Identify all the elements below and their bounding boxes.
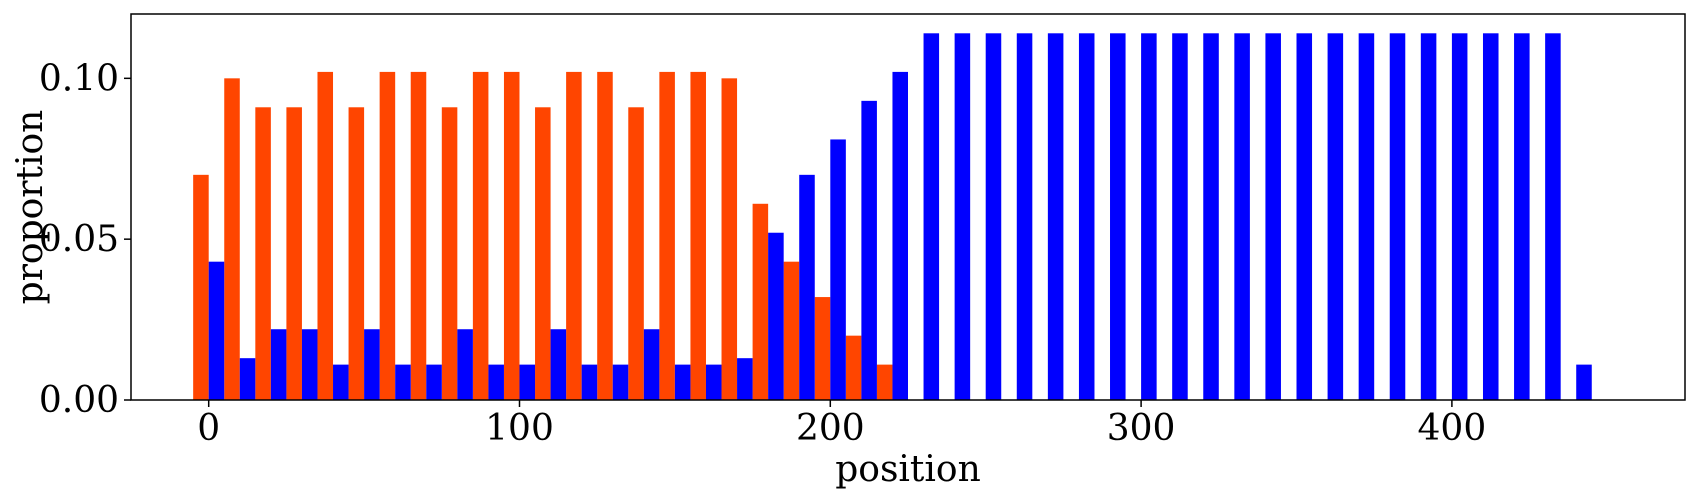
y-axis-label: proportion: [10, 110, 51, 305]
bar-series2-340: [1265, 33, 1281, 401]
bar-series2-280: [1078, 33, 1095, 401]
bar-series1-0: [193, 174, 209, 400]
bar-series2-240: [954, 33, 971, 401]
bar-series1-190: [783, 261, 800, 400]
bar-series2-350: [1296, 33, 1313, 401]
bar-series2-380: [1389, 33, 1406, 401]
bar-series2-250: [985, 33, 1002, 401]
bar-series2-270: [1047, 33, 1064, 401]
bar-series2-360: [1327, 33, 1344, 401]
bar-series1-110: [535, 107, 551, 401]
bar-series2-30: [301, 329, 318, 400]
x-axis-label: position: [835, 449, 981, 490]
bar-series2-80: [457, 329, 473, 400]
bar-series2-220: [892, 71, 908, 401]
bar-series2-310: [1172, 33, 1188, 401]
bar-series2-90: [488, 364, 504, 400]
bar-series1-10: [224, 78, 240, 400]
bar-series2-160: [705, 364, 722, 400]
bar-series2-200: [830, 139, 846, 400]
bar-series2-170: [737, 358, 753, 400]
bar-series1-200: [814, 297, 831, 400]
bar-series2-440: [1576, 364, 1592, 400]
bar-series2-290: [1110, 33, 1126, 401]
bar-series2-140: [643, 329, 660, 400]
bar-series1-90: [472, 71, 489, 401]
bar-series2-10: [239, 358, 256, 400]
bar-series2-60: [395, 364, 411, 400]
bar-series2-180: [768, 232, 784, 400]
bar-series2-40: [333, 364, 349, 400]
ticks-layer: 0 100 200 300 400 0.00 0.05 0.10: [39, 58, 1486, 449]
bar-series2-260: [1016, 33, 1033, 401]
plot-frame: [130, 13, 1686, 401]
bar-series2-330: [1234, 33, 1250, 401]
x-tick-label-100: 100: [485, 408, 554, 449]
bar-series2-130: [612, 364, 629, 400]
bar-series2-430: [1545, 33, 1561, 401]
y-tick-label-0: 0.00: [39, 380, 119, 421]
bar-series1-100: [503, 71, 520, 401]
bar-series2-120: [581, 364, 598, 400]
bar-series1-50: [348, 107, 365, 401]
bar-series1-120: [566, 71, 582, 401]
bar-series2-110: [550, 329, 567, 400]
bar-series1-160: [690, 71, 706, 401]
bars-layer: [193, 33, 1592, 401]
bar-series2-300: [1141, 33, 1157, 401]
x-tick-label-300: 300: [1107, 408, 1176, 449]
bar-series1-40: [317, 71, 334, 401]
bar-series1-70: [410, 71, 427, 401]
x-tick-label-200: 200: [796, 408, 865, 449]
bar-series1-170: [721, 78, 738, 400]
bar-series2-190: [799, 174, 815, 400]
bar-series1-210: [845, 335, 862, 400]
bar-series2-390: [1420, 33, 1437, 401]
x-tick-label-0: 0: [197, 408, 220, 449]
bar-series1-150: [659, 71, 675, 401]
bar-series2-210: [861, 100, 877, 400]
bar-series2-0: [208, 261, 225, 400]
bar-series2-150: [674, 364, 691, 400]
x-tick-label-400: 400: [1418, 408, 1487, 449]
bar-series2-400: [1451, 33, 1468, 401]
bar-series2-420: [1514, 33, 1530, 401]
bar-series2-230: [923, 33, 940, 401]
bar-series1-60: [379, 71, 396, 401]
bar-series2-100: [519, 364, 536, 400]
bar-series2-370: [1358, 33, 1375, 401]
y-tick-label-1: 0.05: [39, 219, 119, 260]
bar-series1-80: [441, 107, 458, 401]
bar-series1-180: [752, 203, 769, 400]
bar-series1-140: [628, 107, 644, 401]
y-tick-label-2: 0.10: [39, 58, 119, 99]
bar-series1-20: [255, 107, 271, 401]
bar-series2-410: [1482, 33, 1499, 401]
bar-series2-50: [364, 329, 380, 400]
bar-series1-220: [876, 364, 893, 400]
bar-series1-130: [597, 71, 613, 401]
bar-series1-30: [286, 107, 302, 401]
bar-series2-20: [270, 329, 287, 400]
bar-series2-70: [426, 364, 442, 400]
bar-series2-320: [1203, 33, 1219, 401]
